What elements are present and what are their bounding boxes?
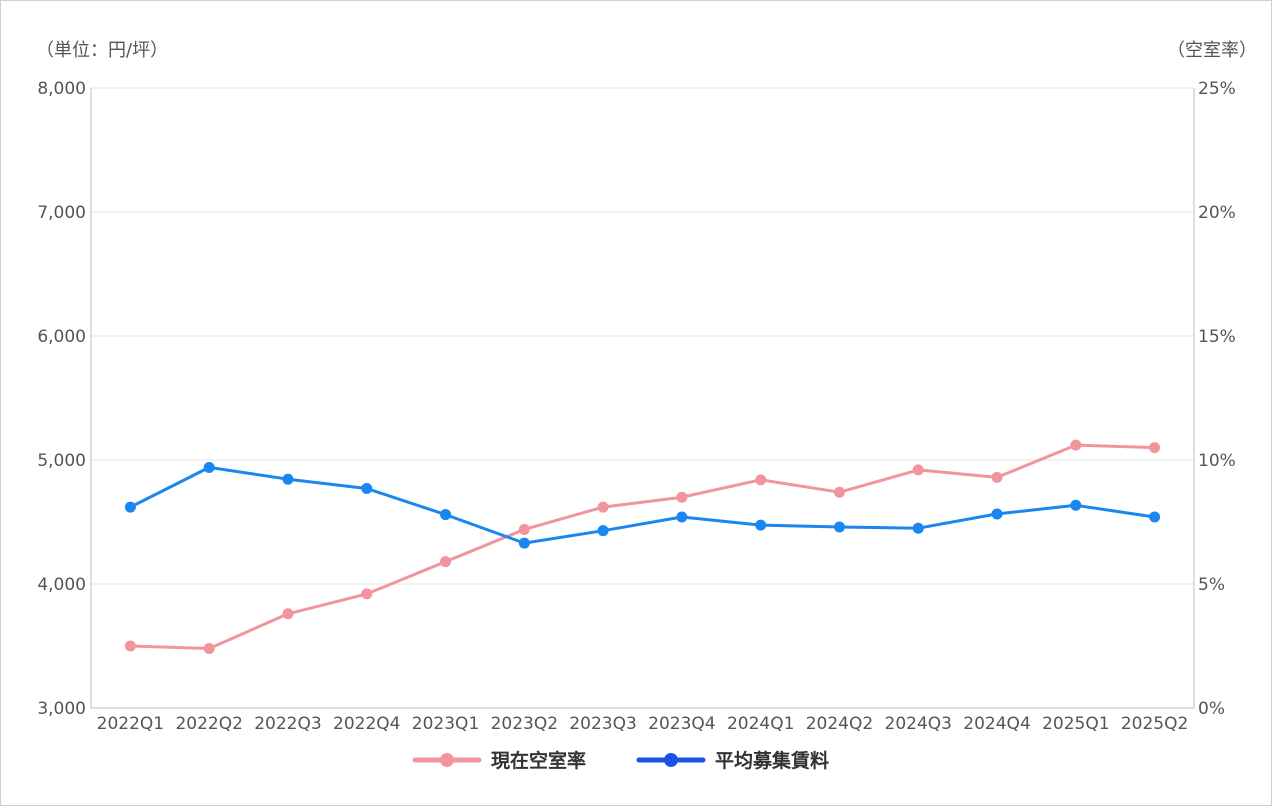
x-axis-tick-label: 2022Q3 xyxy=(254,714,321,734)
legend-label: 平均募集賃料 xyxy=(715,749,829,772)
x-axis-tick-label: 2025Q1 xyxy=(1042,714,1109,734)
x-axis-tick-label: 2024Q1 xyxy=(727,714,794,734)
left-axis-tick-label: 7,000 xyxy=(37,203,86,223)
x-axis-tick-label: 2022Q2 xyxy=(175,714,242,734)
data-point xyxy=(833,521,845,533)
right-axis-tick-label: 5% xyxy=(1198,575,1225,595)
data-point xyxy=(1149,442,1161,454)
data-point xyxy=(991,471,1003,483)
legend-swatch-marker xyxy=(664,753,678,767)
x-axis-tick-label: 2022Q1 xyxy=(97,714,164,734)
right-axis-tick-label: 15% xyxy=(1198,327,1236,347)
x-axis-tick-label: 2024Q4 xyxy=(963,714,1030,734)
data-point xyxy=(361,588,373,600)
legend-label: 現在空室率 xyxy=(491,749,586,772)
gridlines xyxy=(91,87,1194,709)
x-axis-tick-label: 2024Q2 xyxy=(806,714,873,734)
data-point xyxy=(124,501,136,513)
right-axis-tick-label: 0% xyxy=(1198,699,1225,719)
x-axis-tick-label: 2025Q2 xyxy=(1121,714,1188,734)
data-point xyxy=(203,461,215,473)
data-point xyxy=(597,501,609,513)
data-point xyxy=(282,473,294,485)
data-point xyxy=(755,519,767,531)
series-line xyxy=(129,465,1155,545)
x-axis-tick-label: 2023Q4 xyxy=(648,714,715,734)
right-axis-tick-label: 10% xyxy=(1198,451,1236,471)
data-point xyxy=(676,511,688,523)
data-point xyxy=(1070,439,1082,451)
data-point xyxy=(676,491,688,503)
right-axis-unit-label: （空室率） xyxy=(1167,40,1257,61)
data-point xyxy=(203,642,215,654)
left-axis-tick-label: 3,000 xyxy=(37,699,86,719)
data-point xyxy=(1070,499,1082,511)
data-point xyxy=(361,483,373,495)
data-point xyxy=(518,537,530,549)
data-point xyxy=(282,608,294,620)
left-axis-tick-label: 4,000 xyxy=(37,575,86,595)
x-axis-tick-label: 2023Q2 xyxy=(491,714,558,734)
data-point xyxy=(833,486,845,498)
left-axis-tick-label: 6,000 xyxy=(37,327,86,347)
left-axis-tick-label: 8,000 xyxy=(37,79,86,99)
data-point xyxy=(124,640,136,652)
x-axis-tick-label: 2023Q1 xyxy=(412,714,479,734)
left-axis-tick-label: 5,000 xyxy=(37,451,86,471)
data-point xyxy=(755,474,767,486)
data-point xyxy=(597,525,609,537)
axes: 3,000 4,000 5,000 6,000 7,000 8,000 0% 5% 10% 15%… xyxy=(37,79,1235,734)
data-point xyxy=(1149,511,1161,523)
series-line xyxy=(130,443,1155,650)
x-axis-tick-label: 2023Q3 xyxy=(569,714,636,734)
series xyxy=(124,439,1161,654)
legend: 現在空室率 平均募集賃料 xyxy=(412,749,829,772)
right-axis-tick-label: 20% xyxy=(1198,203,1236,223)
data-point xyxy=(991,508,1003,520)
data-point xyxy=(912,464,924,476)
data-point xyxy=(440,556,452,568)
right-axis-tick-label: 25% xyxy=(1198,79,1236,99)
data-point xyxy=(518,523,530,535)
x-axis-tick-label: 2024Q3 xyxy=(885,714,952,734)
x-axis-tick-label: 2022Q4 xyxy=(333,714,400,734)
data-point xyxy=(912,522,924,534)
legend-swatch-marker xyxy=(440,753,454,767)
data-point xyxy=(440,509,452,521)
left-axis-unit-label: （単位：円/坪） xyxy=(36,40,168,61)
